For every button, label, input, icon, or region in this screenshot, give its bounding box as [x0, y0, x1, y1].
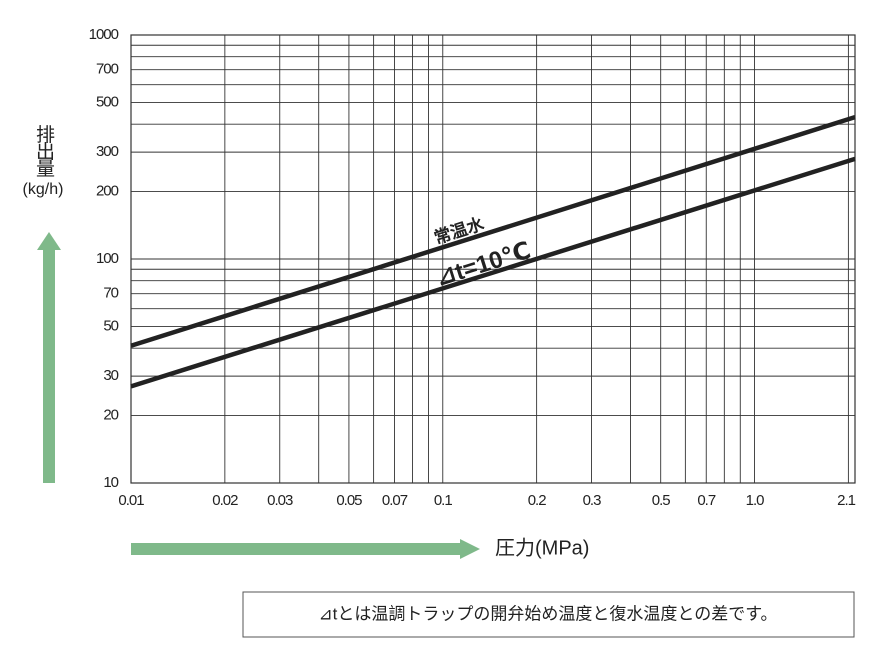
y-axis-label: 排出量	[33, 124, 55, 177]
x-tick-label: 0.03	[267, 492, 293, 509]
x-tick-label: 0.3	[583, 492, 602, 509]
y-tick-label: 10	[103, 474, 118, 491]
x-tick-label: 2.1	[837, 492, 856, 509]
x-axis-label: 圧力(MPa)	[495, 536, 589, 559]
y-axis-unit: (kg/h)	[23, 181, 64, 198]
data-line	[130, 114, 856, 348]
x-tick-label: 0.5	[652, 492, 671, 509]
y-tick-label: 500	[96, 93, 119, 110]
y-tick-label: 1000	[89, 26, 119, 43]
x-tick-label: 0.05	[336, 492, 362, 509]
y-tick-label: 200	[96, 183, 119, 200]
y-arrow	[43, 246, 55, 483]
note: ⊿tとは温調トラップの開弁始め温度と復水温度との差です。	[318, 604, 777, 623]
plot-frame	[130, 34, 856, 484]
x-arrow-head	[460, 539, 480, 559]
x-tick-label: 0.07	[382, 492, 408, 509]
x-tick-label: 0.7	[697, 492, 716, 509]
y-tick-label: 700	[96, 61, 119, 78]
y-tick-label: 30	[103, 367, 118, 384]
y-tick-label: 20	[103, 407, 118, 424]
y-tick-label: 100	[96, 250, 119, 267]
x-tick-label: 0.02	[212, 492, 238, 509]
y-tick-label: 300	[96, 143, 119, 160]
x-tick-label: 0.01	[118, 492, 144, 509]
y-arrow-head	[37, 232, 61, 250]
y-tick-label: 70	[103, 285, 118, 302]
x-tick-label: 0.2	[528, 492, 547, 509]
data-line	[130, 156, 856, 389]
y-tick-label: 50	[103, 317, 118, 334]
x-arrow	[131, 543, 461, 555]
x-tick-label: 1.0	[746, 492, 765, 509]
x-tick-label: 0.1	[434, 492, 453, 509]
note-box	[242, 591, 855, 638]
